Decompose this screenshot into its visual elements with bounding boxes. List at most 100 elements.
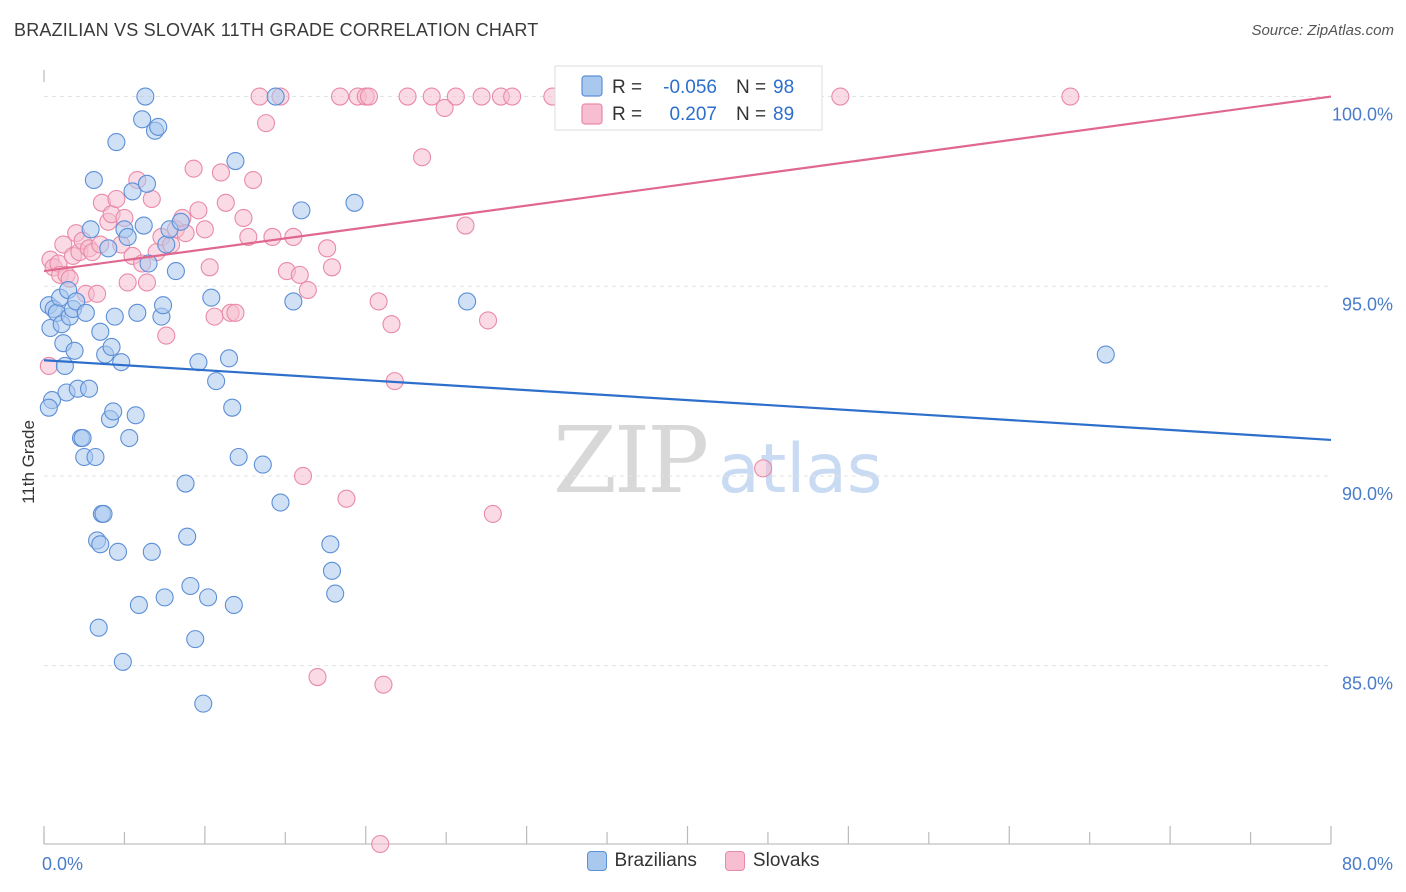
- stats-swatch-slovaks: [581, 103, 603, 125]
- slovak-point: [322, 258, 342, 277]
- stats-legend: R = -0.056 N = 98 R = 0.207 N = 89: [554, 65, 823, 131]
- brazilian-point: [189, 353, 208, 372]
- slovak-point: [157, 326, 176, 345]
- brazilian-point: [181, 576, 200, 596]
- legend-swatch-slovaks: [724, 851, 745, 871]
- brazilian-point: [91, 535, 110, 554]
- slovak-point: [754, 459, 773, 478]
- slovak-point: [205, 307, 224, 326]
- y-tick-label: 95.0%: [1342, 294, 1393, 314]
- brazilian-point: [133, 110, 152, 129]
- brazilian-point: [55, 356, 74, 375]
- brazilian-point: [226, 152, 245, 171]
- brazilian-point: [322, 561, 342, 580]
- slovak-point: [189, 201, 208, 220]
- slovak-point: [308, 668, 327, 687]
- slovak-point: [293, 466, 313, 486]
- brazilian-point: [136, 87, 155, 106]
- series-legend: Brazilians Slovaks: [0, 850, 1406, 872]
- y-tick-label: 85.0%: [1342, 674, 1393, 694]
- brazilian-point: [104, 402, 123, 421]
- legend-label-brazilians: Brazilians: [614, 850, 697, 871]
- slovak-point: [330, 87, 350, 106]
- brazilian-point: [155, 588, 174, 607]
- x-tick-label: 0.0%: [42, 854, 83, 874]
- brazilian-point: [134, 216, 153, 235]
- tick-labels: 100.0% 95.0% 90.0% 85.0% 0.0% 80.0%: [42, 105, 1393, 874]
- brazilian-point: [186, 630, 205, 649]
- source-label: Source: ZipAtlas.com: [1251, 22, 1394, 39]
- legend-swatch-brazilians: [586, 851, 607, 871]
- slovak-point: [239, 227, 258, 246]
- slovak-point: [226, 303, 245, 322]
- slovak-point: [250, 87, 269, 106]
- legend-item-brazilians[interactable]: Brazilians: [586, 850, 697, 872]
- stats-r-value-slovaks: 0.207: [669, 104, 717, 125]
- brazilian-point: [76, 303, 95, 322]
- brazilian-point: [178, 527, 197, 546]
- brazilian-point: [157, 235, 176, 254]
- slovak-point: [244, 170, 263, 190]
- slovak-point: [318, 239, 337, 258]
- brazilian-point: [326, 584, 345, 603]
- slovak-point: [831, 87, 850, 106]
- brazilian-point: [39, 398, 58, 417]
- tick-marks: [43, 70, 1332, 844]
- stats-n-value-slovaks: 89: [773, 104, 794, 125]
- stats-n-label-brazilians: N =: [736, 77, 766, 98]
- brazilian-point: [86, 447, 105, 467]
- slovak-point: [446, 87, 465, 106]
- slovak-point: [369, 292, 388, 311]
- legend-item-slovaks[interactable]: Slovaks: [724, 850, 820, 872]
- brazilian-point: [199, 588, 218, 607]
- brazilian-point: [128, 303, 147, 322]
- brazilian-point: [112, 353, 131, 372]
- brazilian-point: [153, 296, 173, 315]
- brazilian-point: [229, 447, 248, 467]
- brazilian-point: [102, 337, 121, 357]
- brazilian-point: [253, 455, 272, 474]
- stats-n-label-slovaks: N =: [736, 104, 766, 125]
- brazilian-point: [65, 341, 84, 360]
- brazilian-point: [81, 220, 100, 239]
- slovak-point: [472, 87, 491, 106]
- brazilian-point: [94, 504, 113, 523]
- slovak-point: [118, 273, 137, 292]
- brazilian-point: [99, 239, 118, 258]
- stats-swatch-brazilians: [581, 75, 603, 97]
- slovak-point: [298, 281, 317, 300]
- brazilian-point: [219, 349, 239, 368]
- brazilian-point: [126, 406, 145, 425]
- brazilian-point: [89, 618, 108, 637]
- brazilian-point: [107, 133, 126, 152]
- chart-title: BRAZILIAN VS SLOVAK 11TH GRADE CORRELATI…: [14, 20, 539, 40]
- slovak-point: [483, 504, 502, 523]
- brazilian-point: [266, 87, 285, 106]
- slovak-point: [184, 159, 203, 178]
- brazilian-point: [113, 652, 132, 671]
- slovak-point: [435, 98, 454, 117]
- slovak-point: [382, 315, 401, 334]
- slovak-point: [137, 273, 157, 292]
- slovak-point: [216, 193, 235, 212]
- brazilian-point: [202, 288, 221, 307]
- brazilian-point: [207, 372, 226, 391]
- brazilian-point: [137, 174, 157, 193]
- y-tick-label: 90.0%: [1342, 484, 1393, 504]
- slovak-point: [142, 189, 161, 209]
- slovak-point: [256, 114, 276, 133]
- slovak-point: [371, 834, 390, 854]
- brazilian-point: [176, 474, 195, 493]
- stats-r-label-slovaks: R =: [612, 104, 642, 125]
- trend-lines: [43, 95, 1332, 442]
- brazilian-point: [149, 117, 168, 136]
- brazilian-point: [142, 542, 161, 561]
- brazilians-points: [39, 87, 1115, 713]
- slovak-point: [359, 87, 379, 106]
- slovak-point: [337, 489, 356, 508]
- legend-label-slovaks: Slovaks: [752, 850, 820, 871]
- slovak-point: [1061, 87, 1080, 106]
- slovak-point: [263, 227, 282, 246]
- y-tick-label: 100.0%: [1332, 105, 1393, 125]
